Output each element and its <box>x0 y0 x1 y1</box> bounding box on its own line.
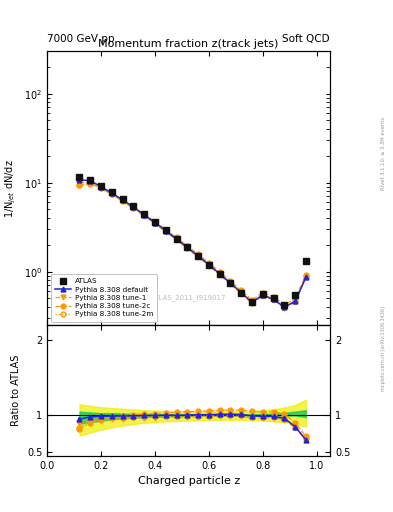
Text: mcplots.cern.ch [arXiv:1306.3436]: mcplots.cern.ch [arXiv:1306.3436] <box>381 306 386 391</box>
Title: Momentum fraction z(track jets): Momentum fraction z(track jets) <box>99 39 279 49</box>
Y-axis label: 1/N$_{jet}$ dN/dz: 1/N$_{jet}$ dN/dz <box>4 159 18 218</box>
Text: Soft QCD: Soft QCD <box>283 33 330 44</box>
Legend: ATLAS, Pythia 8.308 default, Pythia 8.308 tune-1, Pythia 8.308 tune-2c, Pythia 8: ATLAS, Pythia 8.308 default, Pythia 8.30… <box>51 274 157 322</box>
X-axis label: Charged particle z: Charged particle z <box>138 476 240 486</box>
Y-axis label: Ratio to ATLAS: Ratio to ATLAS <box>11 355 21 426</box>
Text: ATLAS_2011_I919017: ATLAS_2011_I919017 <box>151 294 226 301</box>
Text: Rivet 3.1.10, ≥ 3.3M events: Rivet 3.1.10, ≥ 3.3M events <box>381 117 386 190</box>
Text: 7000 GeV pp: 7000 GeV pp <box>47 33 115 44</box>
